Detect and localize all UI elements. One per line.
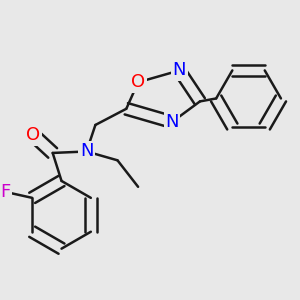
Text: O: O: [131, 73, 145, 91]
Text: N: N: [80, 142, 93, 160]
Text: O: O: [26, 126, 40, 144]
Text: N: N: [172, 61, 186, 80]
Text: N: N: [165, 113, 179, 131]
Text: F: F: [1, 183, 11, 201]
